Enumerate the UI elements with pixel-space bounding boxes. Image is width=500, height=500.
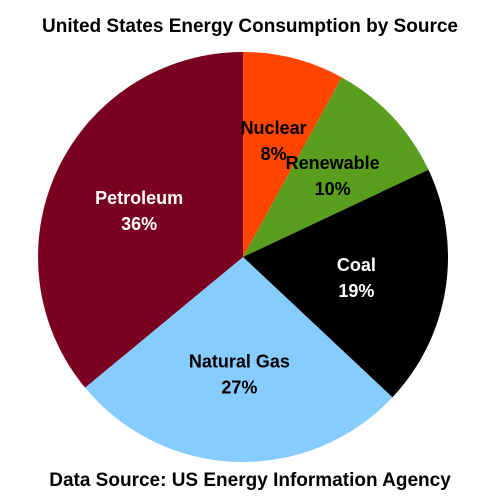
pie-slice-coal <box>243 169 448 398</box>
pie-slice-nuclear <box>243 52 342 257</box>
pie-slice-natural-gas <box>85 257 393 463</box>
pie-slice-petroleum <box>38 52 243 388</box>
slice-value-natural-gas: 27% <box>221 378 257 398</box>
slice-label-renewable: Renewable <box>286 153 380 173</box>
slice-value-nuclear: 8% <box>261 144 287 164</box>
slice-label-coal: Coal <box>337 255 376 275</box>
pie-slice-renewable <box>243 77 429 257</box>
chart-source: Data Source: US Energy Information Agenc… <box>49 470 451 491</box>
slice-value-petroleum: 36% <box>121 214 157 234</box>
slice-label-nuclear: Nuclear <box>241 118 307 138</box>
slice-label-natural-gas: Natural Gas <box>189 352 290 372</box>
slice-value-renewable: 10% <box>315 179 351 199</box>
slice-label-petroleum: Petroleum <box>95 188 183 208</box>
slice-value-coal: 19% <box>338 281 374 301</box>
chart-title: United States Energy Consumption by Sour… <box>42 16 458 37</box>
